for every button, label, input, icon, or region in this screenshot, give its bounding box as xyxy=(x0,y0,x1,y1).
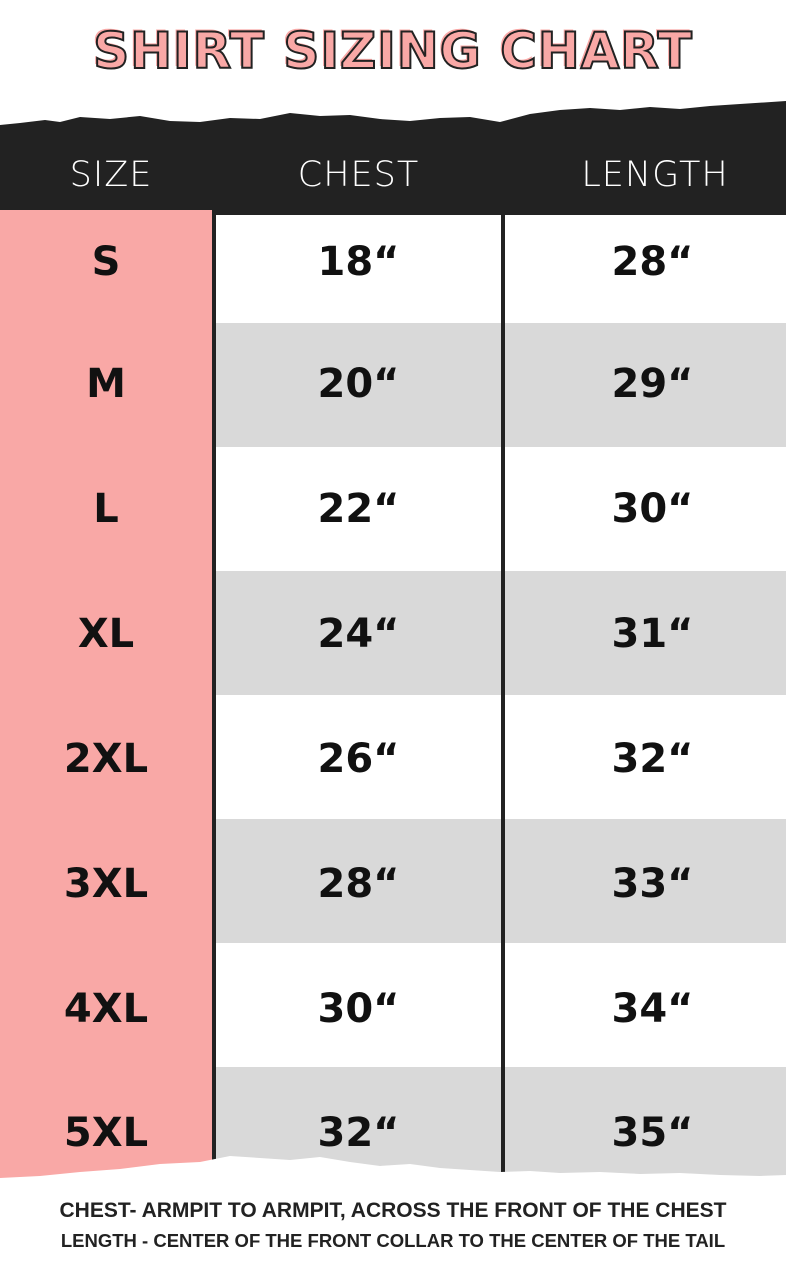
cell-length: 30“ xyxy=(611,486,694,532)
column-divider xyxy=(501,210,505,1180)
header-chest: CHEST xyxy=(297,155,420,195)
size-column xyxy=(0,210,212,1180)
cell-length: 32“ xyxy=(611,736,694,782)
chest-note: CHEST- ARMPIT TO ARMPIT, ACROSS THE FRON… xyxy=(59,1199,727,1222)
cell-length: 31“ xyxy=(611,611,694,657)
cell-chest: 22“ xyxy=(317,486,400,532)
cell-size: L xyxy=(93,486,119,532)
cell-chest: 32“ xyxy=(317,1110,400,1156)
cell-chest: 26“ xyxy=(317,736,400,782)
cell-length: 33“ xyxy=(611,861,694,907)
header-length: LENGTH xyxy=(581,155,729,195)
cell-chest: 28“ xyxy=(317,861,400,907)
torn-bottom-edge xyxy=(0,1156,786,1200)
cell-length: 29“ xyxy=(611,361,694,407)
length-note: LENGTH - CENTER OF THE FRONT COLLAR TO T… xyxy=(60,1230,726,1251)
cell-length: 34“ xyxy=(611,986,694,1032)
cell-length: 28“ xyxy=(611,239,694,285)
cell-size: M xyxy=(86,361,126,407)
column-divider xyxy=(212,210,216,1180)
cell-size: 5XL xyxy=(63,1110,149,1156)
cell-length: 35“ xyxy=(611,1110,694,1156)
header-size: SIZE xyxy=(69,155,153,195)
cell-size: 3XL xyxy=(63,861,149,907)
cell-chest: 24“ xyxy=(317,611,400,657)
cell-size: S xyxy=(91,239,121,285)
cell-chest: 20“ xyxy=(317,361,400,407)
cell-size: XL xyxy=(77,611,135,657)
cell-size: 2XL xyxy=(63,736,149,782)
cell-chest: 18“ xyxy=(317,239,400,285)
chart-title: SHIRT SIZING CHART xyxy=(92,21,693,81)
cell-chest: 30“ xyxy=(317,986,400,1032)
cell-size: 4XL xyxy=(63,986,149,1032)
header-band xyxy=(0,101,786,215)
